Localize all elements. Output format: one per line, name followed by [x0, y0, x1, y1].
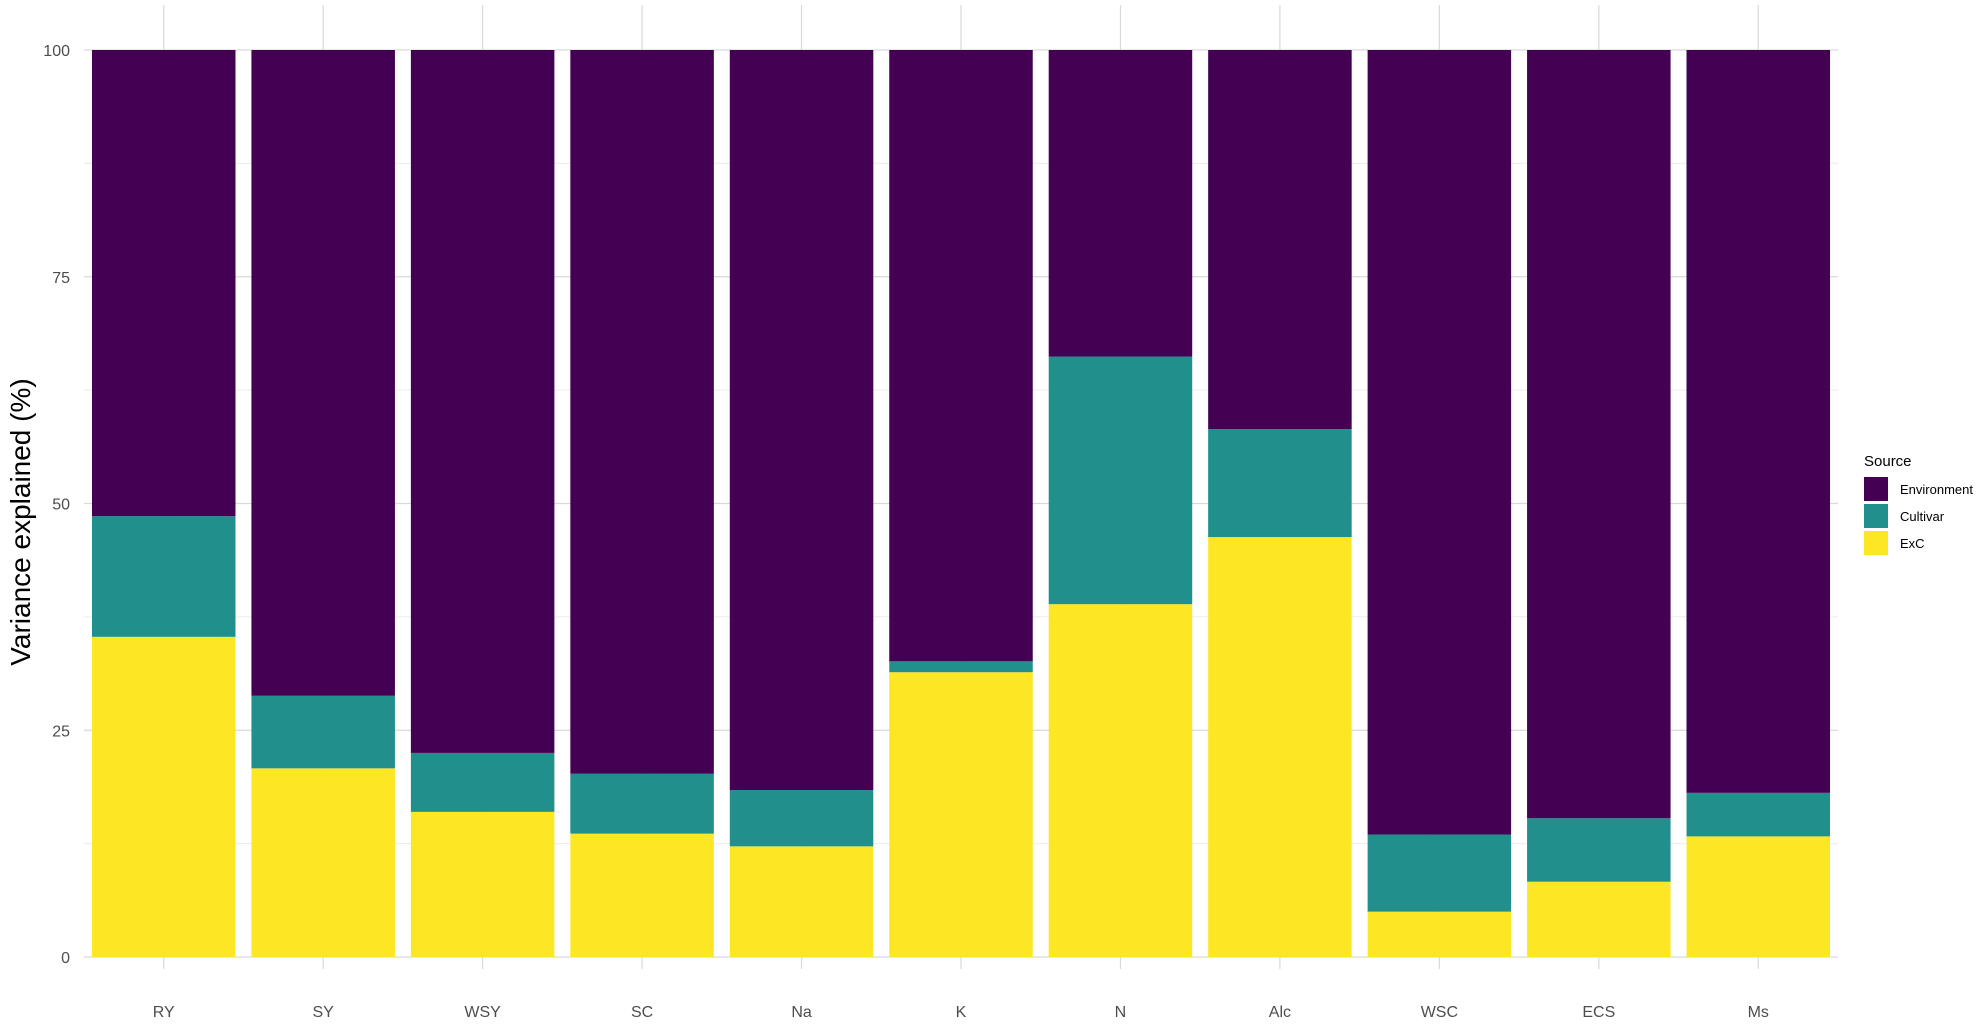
bar-segment-environment-sy — [251, 50, 395, 696]
y-tick-label: 75 — [52, 270, 70, 287]
x-tick-label: RY — [153, 1004, 175, 1021]
x-tick-label: WSC — [1421, 1004, 1458, 1021]
x-tick-label: Alc — [1269, 1004, 1291, 1021]
legend-swatch-environment — [1864, 477, 1888, 501]
bar-segment-exc-sc — [570, 833, 714, 957]
bar-segment-cultivar-sc — [570, 773, 714, 834]
bar-segment-exc-sy — [251, 768, 395, 957]
bar-segment-exc-ecs — [1527, 881, 1671, 957]
bar-segment-cultivar-wsy — [410, 752, 555, 812]
bar-segment-environment-k — [889, 50, 1033, 662]
legend-label-exc: ExC — [1900, 536, 1925, 551]
x-axis-ticks: RY SY WSY SC Na K N Alc WSC ECS Ms — [153, 1004, 1769, 1021]
bar-segment-exc-n — [1048, 604, 1193, 957]
legend-swatch-exc — [1864, 531, 1888, 555]
bar-segment-environment-ms — [1686, 50, 1831, 793]
bar-segment-exc-wsc — [1367, 911, 1512, 957]
bar-segment-exc-na — [729, 846, 874, 957]
legend-title: Source — [1864, 453, 1912, 470]
x-tick-label: Na — [791, 1004, 812, 1021]
x-tick-label: SY — [313, 1004, 335, 1021]
legend-label-cultivar: Cultivar — [1900, 509, 1945, 524]
bar-segment-cultivar-k — [889, 661, 1033, 673]
bar-segment-cultivar-ms — [1686, 792, 1831, 837]
bar-segment-cultivar-n — [1048, 356, 1193, 605]
bar-segment-environment-ecs — [1527, 50, 1671, 819]
x-tick-label: ECS — [1582, 1004, 1615, 1021]
bar-segment-environment-alc — [1208, 50, 1352, 430]
bar-segment-environment-na — [729, 50, 874, 791]
bar-segment-exc-k — [889, 672, 1033, 957]
bar-segment-cultivar-ecs — [1527, 818, 1671, 882]
bar-segment-environment-ry — [91, 50, 236, 517]
y-tick-label: 50 — [52, 497, 70, 514]
y-tick-label: 25 — [52, 723, 70, 740]
x-tick-label: WSY — [464, 1004, 501, 1021]
bar-segment-exc-ry — [91, 636, 236, 957]
bar-segment-cultivar-alc — [1208, 429, 1352, 538]
x-tick-label: SC — [631, 1004, 653, 1021]
bar-segment-environment-wsy — [410, 50, 555, 753]
bar-segment-exc-alc — [1208, 537, 1352, 957]
legend-swatch-cultivar — [1864, 504, 1888, 528]
bar-segment-exc-wsy — [410, 811, 555, 957]
y-tick-label: 100 — [43, 43, 70, 60]
bar-segment-cultivar-ry — [91, 516, 236, 637]
legend-label-environment: Environment — [1900, 482, 1973, 497]
bar-segment-environment-sc — [570, 50, 714, 774]
x-tick-label: K — [956, 1004, 967, 1021]
legend-entries: Environment Cultivar ExC — [1864, 477, 1973, 555]
bar-segment-cultivar-na — [729, 790, 874, 847]
y-tick-label: 0 — [61, 950, 70, 967]
y-axis-ticks: 0 25 50 75 100 — [43, 43, 70, 967]
bar-segment-environment-n — [1048, 50, 1193, 357]
x-tick-label: N — [1115, 1004, 1127, 1021]
bar-segment-exc-ms — [1686, 836, 1831, 957]
x-tick-label: Ms — [1748, 1004, 1769, 1021]
bar-segment-cultivar-wsc — [1367, 834, 1512, 912]
y-axis-title: Variance explained (%) — [5, 378, 36, 665]
legend: Source Environment Cultivar ExC — [1864, 453, 1973, 555]
bar-segment-cultivar-sy — [251, 695, 395, 769]
bars — [91, 50, 1831, 957]
bar-segment-environment-wsc — [1367, 50, 1512, 835]
